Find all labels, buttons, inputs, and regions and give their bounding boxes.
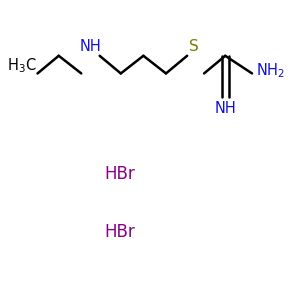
Text: S: S: [189, 39, 199, 54]
Text: H$_3$C: H$_3$C: [7, 57, 36, 75]
Text: NH$_2$: NH$_2$: [256, 61, 285, 80]
Text: HBr: HBr: [104, 165, 135, 183]
Text: HBr: HBr: [104, 224, 135, 242]
Text: NH: NH: [214, 101, 236, 116]
Text: NH: NH: [80, 39, 101, 54]
